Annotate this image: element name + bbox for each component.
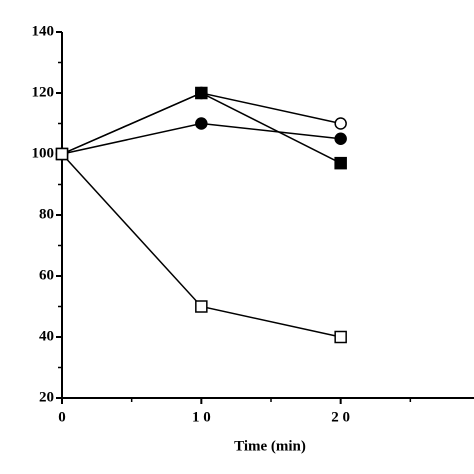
y-tick-label: 120 — [32, 84, 55, 100]
x-tick-label: 0 — [58, 409, 66, 425]
marker — [55, 147, 69, 161]
y-tick-label: 80 — [39, 206, 54, 222]
marker — [195, 117, 208, 130]
y-tick-label: 60 — [39, 267, 54, 283]
x-tick-label: 2 0 — [331, 409, 350, 425]
marker — [195, 300, 208, 313]
marker — [334, 330, 347, 344]
y-tick-label: 140 — [32, 23, 55, 39]
marker — [195, 86, 208, 100]
x-tick-label: 1 0 — [192, 409, 211, 425]
x-axis-label: Time (min) — [234, 438, 306, 454]
marker — [334, 132, 347, 145]
y-tick-label: 40 — [39, 328, 54, 344]
marker — [334, 117, 347, 130]
marker — [334, 156, 347, 170]
y-tick-label: 20 — [39, 389, 54, 405]
y-tick-label: 100 — [32, 145, 55, 161]
